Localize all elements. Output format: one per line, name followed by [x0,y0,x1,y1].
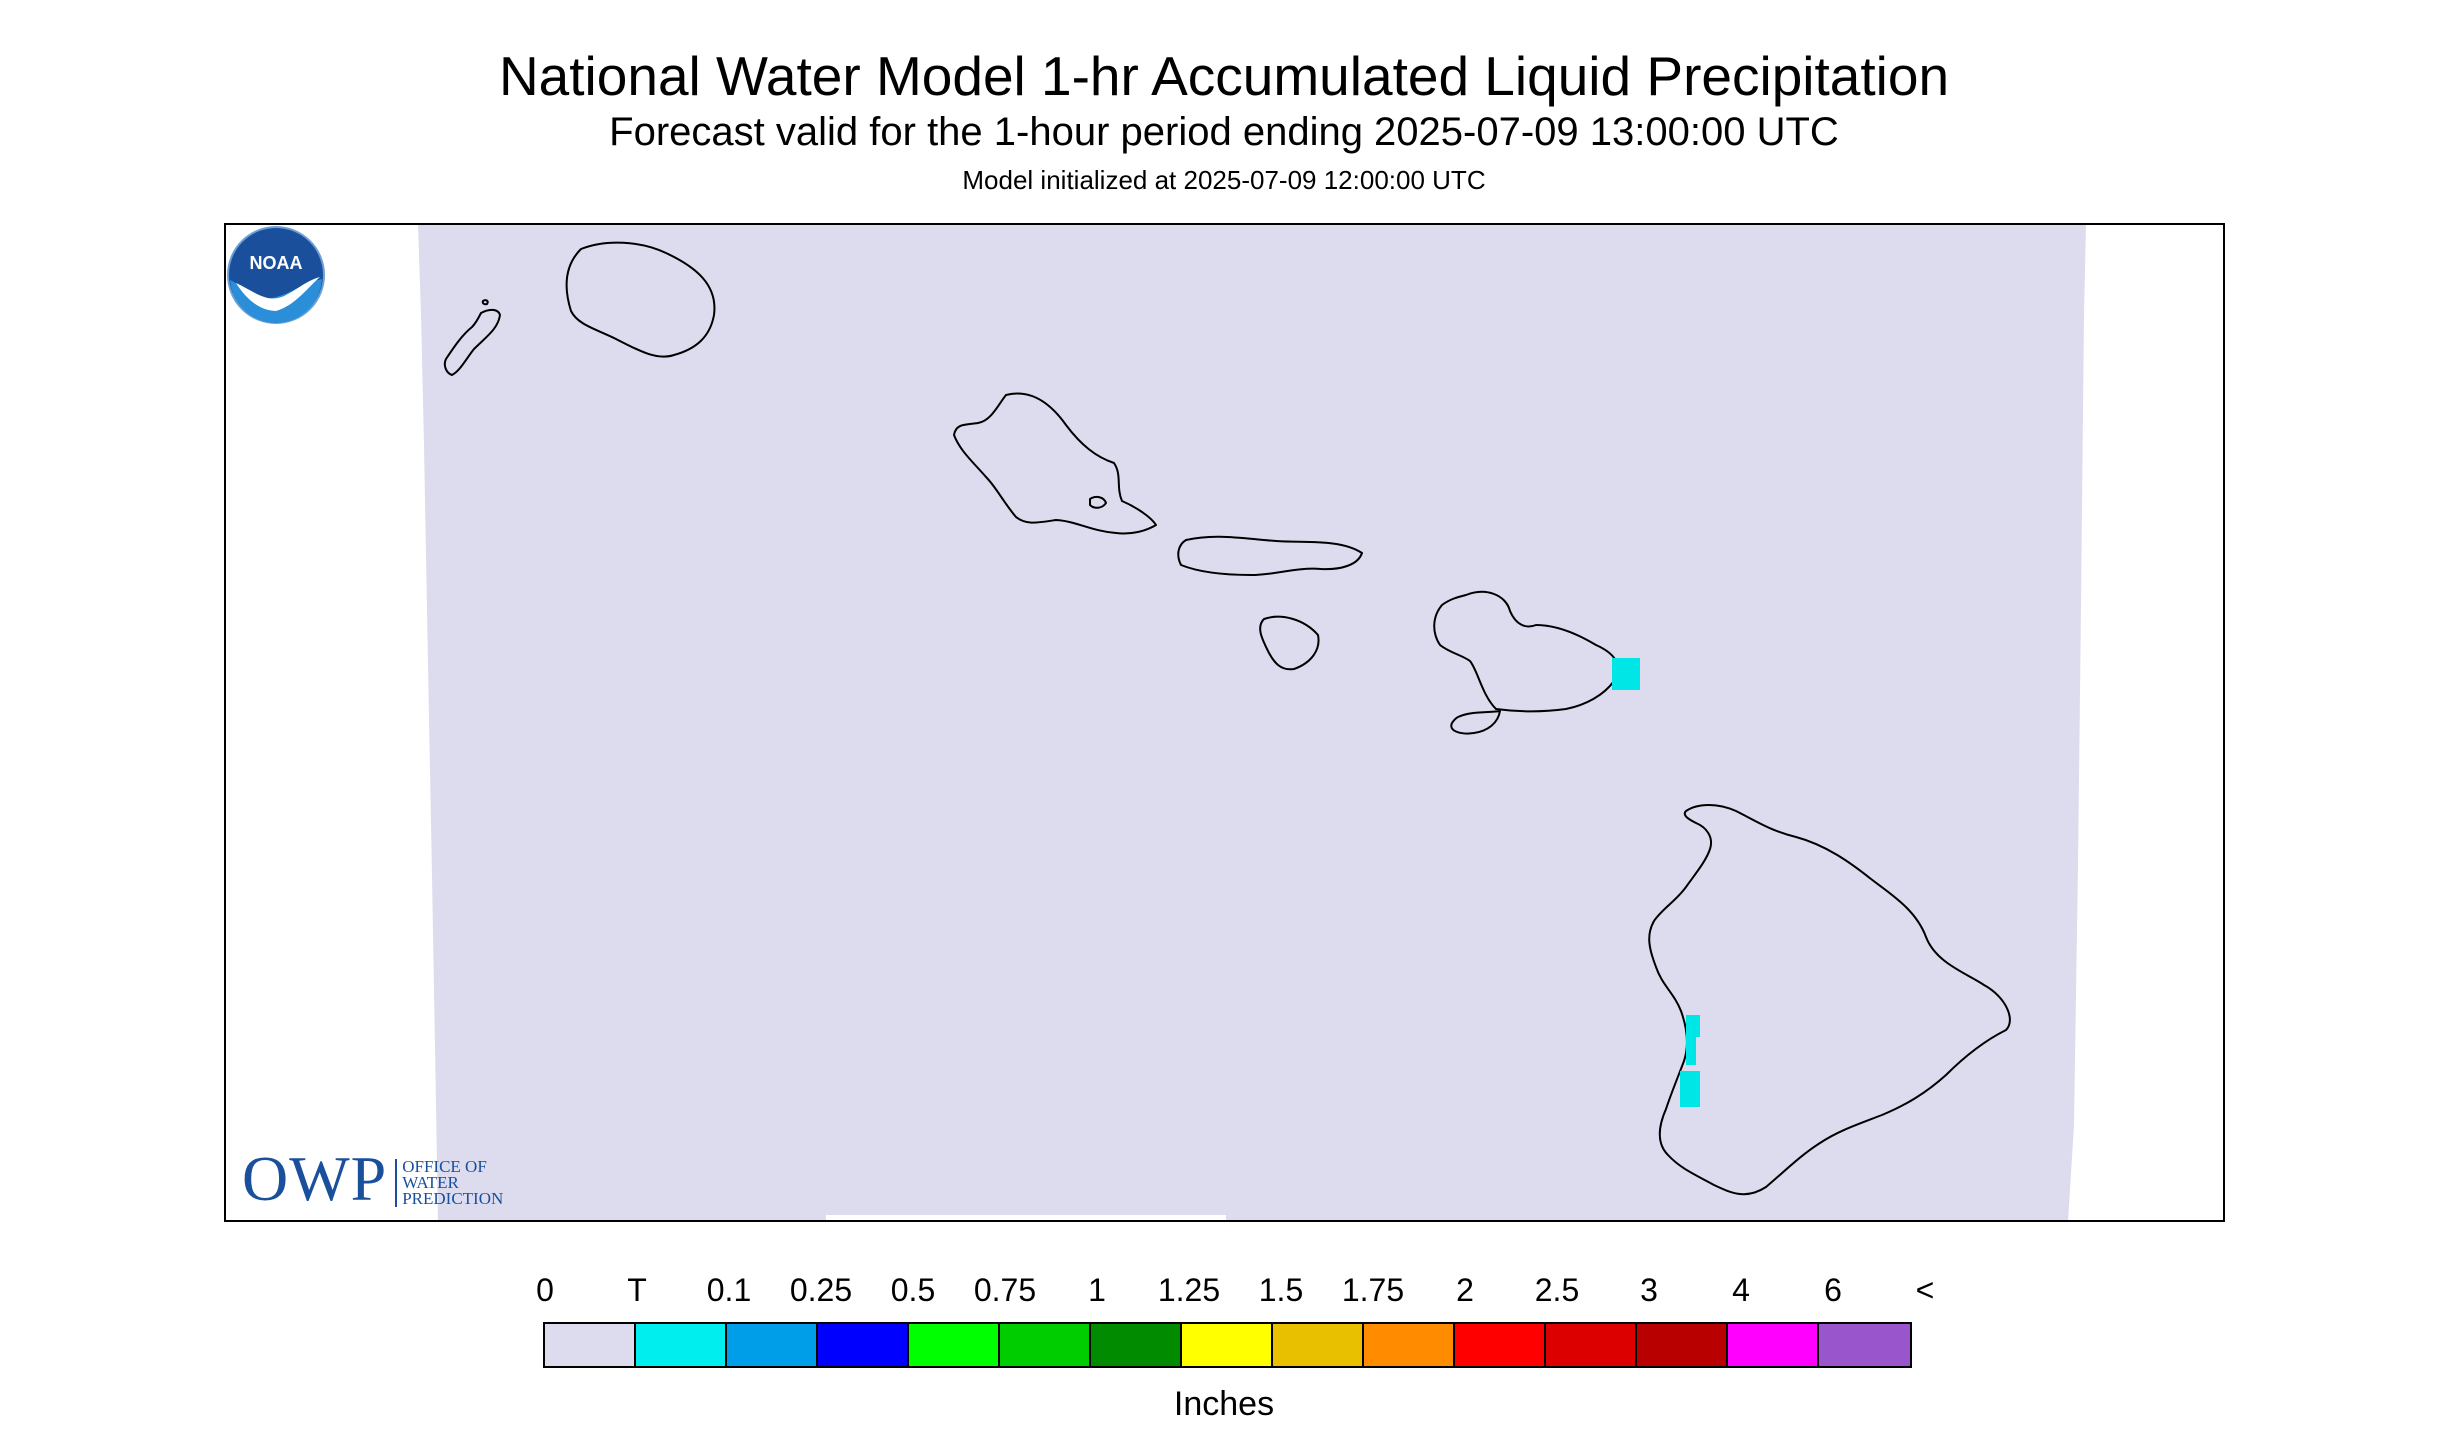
legend-swatch [909,1324,1000,1366]
legend-tick-label: 6 [1824,1272,1842,1308]
oahu-pearl-harbor [1089,495,1107,509]
island-molokai [1177,535,1363,576]
owp-logo-line: WATER [402,1173,459,1192]
legend-swatch [636,1324,727,1366]
island-lehua [481,299,489,306]
legend-tick-label: 0.5 [890,1272,936,1308]
owp-logo-text: OFFICE OF WATER PREDICTION [395,1157,504,1208]
legend-tick-label: 1.75 [1341,1272,1405,1308]
legend-colorbar [543,1322,1912,1368]
legend-tick-label: 0.1 [706,1272,752,1308]
model-init-line: Model initialized at 2025-07-09 12:00:00… [962,165,1486,195]
legend-swatch [1728,1324,1819,1366]
legend-tick-label: < [1915,1272,1935,1308]
legend-swatch [545,1324,636,1366]
island-oahu [953,392,1157,535]
forecast-valid-subtitle: Forecast valid for the 1-hour period end… [609,110,1839,154]
legend-swatch [1273,1324,1364,1366]
legend-tick-label: 0.25 [789,1272,853,1308]
precip-cell-east-maui [1612,658,1640,690]
coastlines [443,241,2011,1196]
island-hawaii [1648,804,2011,1196]
legend-tick-label: 2 [1456,1272,1474,1308]
precip-cell-kona-north [1686,1015,1700,1037]
precip-cell-kona-south [1680,1071,1700,1107]
legend-units: Inches [1173,1385,1275,1423]
island-niihau [443,308,501,376]
legend-swatch [1637,1324,1728,1366]
precip-cell-kona-mid [1686,1033,1696,1065]
legend-tick-label: 1.25 [1157,1272,1221,1308]
legend-tick-label: 0 [536,1272,554,1308]
legend-tick-label: T [627,1272,647,1308]
hawaii-map [418,225,2086,1220]
legend-swatch [1364,1324,1455,1366]
legend-swatch [1819,1324,1910,1366]
precip-cells [1612,658,1700,1107]
legend-tick-label: 1 [1088,1272,1106,1308]
island-kahoolawe [1450,710,1501,735]
noaa-logo-icon: NOAA [227,226,325,324]
legend-swatch [1455,1324,1546,1366]
owp-logo-mark: OWP [242,1143,388,1214]
owp-logo-line: OFFICE OF [402,1157,487,1176]
island-lanai [1259,615,1320,671]
page-title: National Water Model 1-hr Accumulated Li… [498,45,1950,107]
legend-swatch [1546,1324,1637,1366]
legend-tick-label: 1.5 [1258,1272,1304,1308]
island-kauai [565,241,716,358]
owp-logo-line: PREDICTION [402,1189,504,1208]
legend-swatch [1000,1324,1091,1366]
legend-swatch [1091,1324,1182,1366]
owp-logo: OWP OFFICE OF WATER PREDICTION [242,1143,504,1214]
legend-tick-label: 3 [1640,1272,1658,1308]
legend-swatch [727,1324,818,1366]
legend-tick-label: 4 [1732,1272,1750,1308]
legend-tick-label: 0.75 [973,1272,1037,1308]
map-panel: OWP OFFICE OF WATER PREDICTION NOAA [224,223,2225,1222]
legend-tick-label: 2.5 [1534,1272,1580,1308]
legend-swatch [1182,1324,1273,1366]
noaa-logo-text: NOAA [250,253,303,273]
legend-swatch [818,1324,909,1366]
legend-labels: 0 T 0.1 0.25 0.5 0.75 1 1.25 1.5 1.75 2 2.5 3 4 6 < [0,1272,2448,1312]
island-maui [1433,590,1619,713]
